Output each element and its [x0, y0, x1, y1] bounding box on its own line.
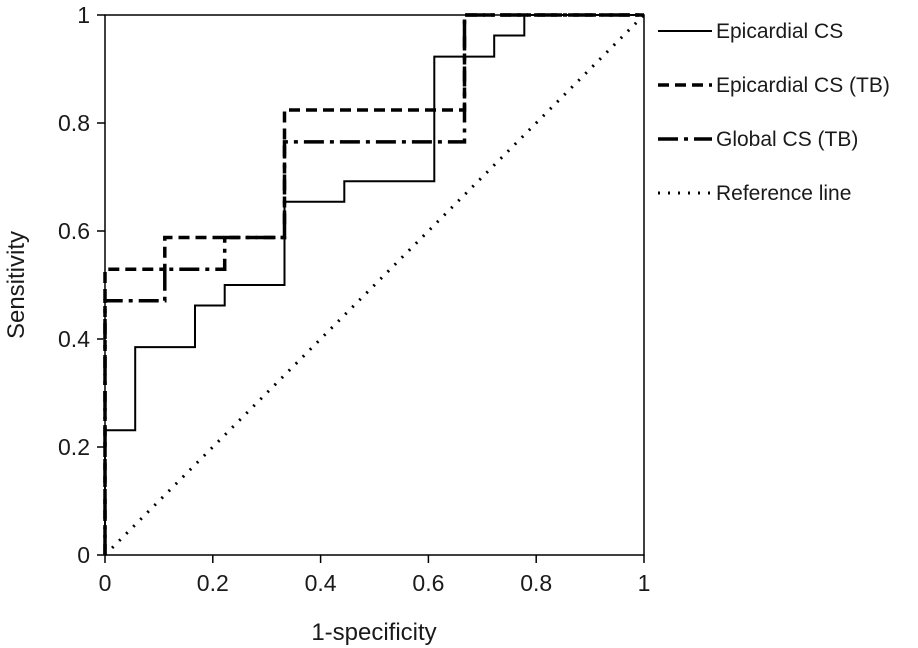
- legend-label-epicardial-cs: Epicardial CS: [716, 20, 843, 43]
- y-tick-label: 1: [77, 2, 90, 28]
- series-line-global-cs-tb: [103, 13, 644, 555]
- x-tick-label: 0.2: [197, 570, 229, 596]
- series-layer: [103, 13, 646, 557]
- x-axis-title: 1-specificity: [311, 619, 436, 646]
- x-tick-label: 0.8: [520, 570, 552, 596]
- y-tick-label: 0.6: [58, 218, 90, 244]
- y-tick-label: 0.4: [58, 326, 90, 352]
- y-tick-label: 0.8: [58, 110, 90, 136]
- y-axis-title: Sensitivity: [3, 231, 30, 339]
- y-tick-label: 0.2: [58, 434, 90, 460]
- x-tick-label: 0.6: [412, 570, 444, 596]
- x-tick-label: 0: [99, 570, 112, 596]
- legend-label-global-cs-tb: Global CS (TB): [716, 128, 858, 151]
- ticks-layer: 0 0.2 0.4 0.6 0.8 1 0 0.2 0.4 0.6 0.8 1: [58, 2, 650, 596]
- plot-area-frame: [104, 14, 645, 556]
- legend-label-reference-line: Reference line: [716, 182, 851, 205]
- x-tick-label: 0.4: [305, 570, 337, 596]
- legend: Epicardial CS Epicardial CS (TB) Global CS…: [658, 20, 890, 205]
- y-tick-label: 0: [77, 542, 90, 568]
- legend-label-epicardial-cs-tb: Epicardial CS (TB): [716, 74, 890, 97]
- series-line-epicardial-cs: [104, 14, 644, 555]
- series-line-reference-line: [103, 13, 646, 557]
- x-tick-label: 1: [638, 570, 651, 596]
